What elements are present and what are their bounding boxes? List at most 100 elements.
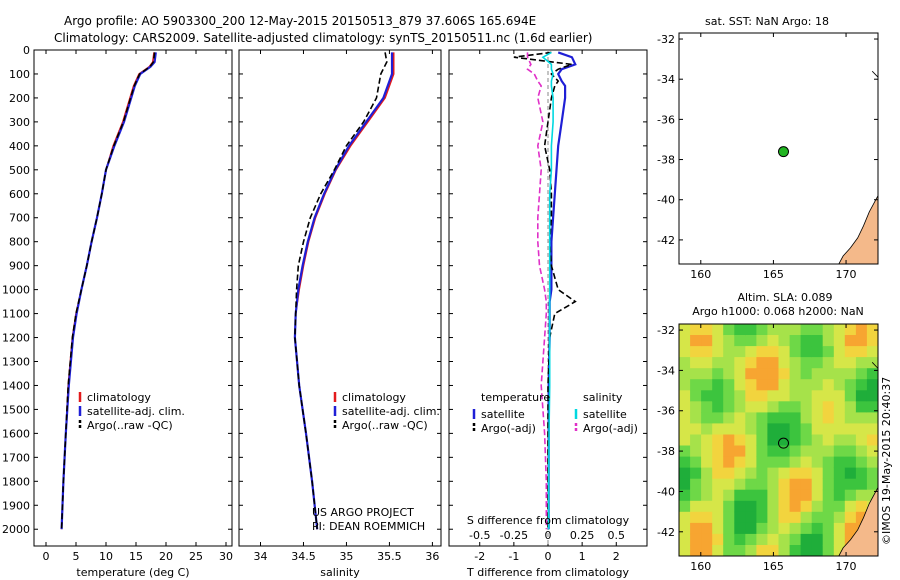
sla-cell	[690, 412, 702, 424]
sla-cell	[690, 434, 702, 446]
sla-cell	[767, 489, 779, 502]
sla-cell	[701, 545, 713, 557]
sla-cell	[789, 423, 802, 435]
x-tick-label: 35	[339, 550, 353, 563]
lat-tick-label: -40	[657, 194, 675, 207]
sla-cell	[679, 390, 691, 402]
sla-cell	[778, 368, 791, 380]
legend-label: Argo(-adj)	[481, 422, 536, 435]
x-tick-label: 34	[253, 550, 267, 563]
sla-cell	[778, 489, 791, 502]
sla-cell	[844, 423, 857, 435]
sla-cell	[712, 445, 724, 457]
sla-cell	[734, 379, 746, 391]
sla-cell	[855, 500, 868, 513]
sla-cell	[767, 379, 779, 391]
sla-cell	[789, 467, 802, 480]
sla-cell	[679, 346, 691, 358]
sla-cell	[811, 368, 824, 380]
sla-cell	[712, 379, 724, 391]
x-tick-label: 25	[189, 550, 203, 563]
sla-cell	[690, 379, 702, 391]
legend-title-salinity: salinity	[583, 391, 623, 404]
sla-cell	[800, 545, 813, 557]
sla-cell	[833, 324, 846, 336]
sla-cell	[767, 467, 779, 480]
x-tick-label: 20	[159, 550, 173, 563]
sla-cell	[811, 478, 824, 491]
depth-tick-label: 900	[9, 260, 30, 273]
sla-cell	[800, 401, 813, 413]
sla-cell	[756, 445, 768, 457]
sla-cell	[690, 533, 702, 546]
sla-cell	[844, 478, 857, 491]
sla-cell	[712, 522, 724, 535]
sla-cell	[822, 401, 835, 413]
sla-cell	[866, 423, 879, 435]
sla-cell	[679, 489, 691, 502]
sla-cell	[833, 434, 846, 446]
sla-cell	[811, 390, 824, 402]
sla-cell	[745, 533, 757, 546]
sla-cell	[855, 434, 868, 446]
sla-cell	[679, 500, 691, 513]
sla-cell	[866, 335, 879, 347]
sla-cell	[712, 511, 724, 524]
x-tick-label: 30	[219, 550, 233, 563]
sla-cell	[811, 324, 824, 336]
sla-cell	[844, 456, 857, 469]
sla-cell	[866, 401, 879, 413]
sla-cell	[844, 467, 857, 480]
sla-cell	[855, 368, 868, 380]
sla-cell	[844, 324, 857, 336]
lat-tick-label: -36	[657, 405, 675, 418]
sla-cell	[734, 346, 746, 358]
sla-cell	[789, 456, 802, 469]
sla-cell	[723, 522, 735, 535]
sla-cell	[822, 412, 835, 424]
sla-cell	[800, 456, 813, 469]
depth-tick-label: 1300	[2, 355, 30, 368]
depth-tick-label: 300	[9, 116, 30, 129]
sla-cell	[833, 478, 846, 491]
sla-cell	[844, 379, 857, 391]
depth-tick-label: 1400	[2, 379, 30, 392]
sla-cell	[789, 390, 802, 402]
sla-cell	[723, 368, 735, 380]
salinity-xlabel: salinity	[320, 566, 360, 579]
sla-cell	[855, 346, 868, 358]
depth-tick-label: 800	[9, 236, 30, 249]
sla-map-title-1: Altim. SLA: 0.089	[737, 291, 832, 304]
argo-position-marker	[777, 146, 789, 158]
sla-cell	[800, 467, 813, 480]
sla-cell	[833, 335, 846, 347]
sla-cell	[844, 412, 857, 424]
depth-tick-label: 1100	[2, 308, 30, 321]
x-tick-label: 15	[129, 550, 143, 563]
s-tick-label: 0	[545, 529, 552, 542]
sla-cell	[723, 489, 735, 502]
sla-cell	[822, 434, 835, 446]
sla-cell	[701, 324, 713, 336]
sla-cell	[712, 533, 724, 546]
sla-cell	[822, 390, 835, 402]
sla-cell	[811, 335, 824, 347]
sla-cell	[690, 423, 702, 435]
sla-cell	[734, 489, 746, 502]
lat-tick-label: -34	[657, 364, 675, 377]
sla-cell	[822, 423, 835, 435]
sla-cell	[855, 456, 868, 469]
title-line-1: Argo profile: AO 5903300_200 12-May-2015…	[64, 14, 536, 28]
sla-cell	[800, 489, 813, 502]
sla-cell	[789, 478, 802, 491]
sla-cell	[822, 357, 835, 369]
sla-cell	[811, 423, 824, 435]
s-tick-label: -0.25	[500, 529, 528, 542]
sla-cell	[767, 368, 779, 380]
sla-cell	[756, 456, 768, 469]
sla-cell	[789, 357, 802, 369]
sla-cell	[855, 511, 868, 524]
depth-tick-label: 1500	[2, 403, 30, 416]
sla-cell	[789, 346, 802, 358]
